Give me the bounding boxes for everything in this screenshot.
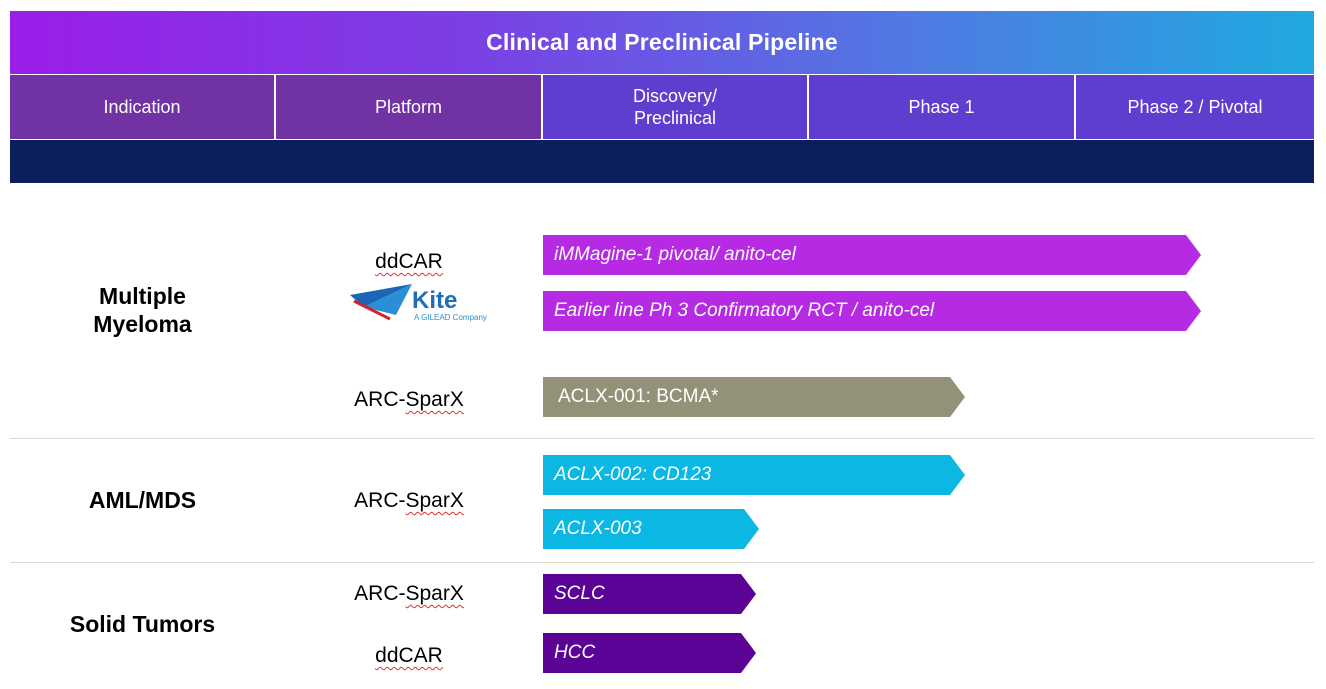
program-label: iMMagine-1 pivotal/ anito-cel xyxy=(554,244,796,265)
platform-ddcar: ddCAR xyxy=(375,250,443,273)
kite-tagline-text: A GILEAD Company xyxy=(414,313,487,322)
column-header-phase2: Phase 2 / Pivotal xyxy=(1076,75,1314,139)
program-bar: ACLX-001: BCMA* xyxy=(543,377,965,417)
platform-arc-sparx: ARC-SparX xyxy=(354,489,464,512)
kite-mark-tail xyxy=(353,299,391,321)
program-label: HCC xyxy=(554,642,596,663)
program-label: ACLX-002: CD123 xyxy=(554,464,712,485)
program-bar: SCLC xyxy=(543,574,756,614)
indication-aml-mds: AML/MDS xyxy=(88,487,197,513)
program-label: SCLC xyxy=(554,583,605,604)
column-header-platform: Platform xyxy=(276,75,543,139)
platform-ddcar: ddCAR xyxy=(375,644,443,667)
program-label: ACLX-001: BCMA* xyxy=(558,386,719,407)
program-label: ACLX-003 xyxy=(554,518,642,539)
pipeline-title: Clinical and Preclinical Pipeline xyxy=(10,11,1314,74)
column-header-phase1: Phase 1 xyxy=(809,75,1076,139)
program-label: Earlier line Ph 3 Confirmatory RCT / ani… xyxy=(554,300,935,321)
platform-arc-sparx: ARC-SparX xyxy=(354,582,464,605)
program-bar: ACLX-003 xyxy=(543,509,759,549)
program-bar: ACLX-002: CD123 xyxy=(543,455,965,495)
kite-logo: Kite A GILEAD Company xyxy=(350,284,487,322)
program-bar: iMMagine-1 pivotal/ anito-cel xyxy=(543,235,1201,275)
program-bar: HCC xyxy=(543,633,756,673)
platform-label: SparX xyxy=(405,582,464,605)
platform-label: SparX xyxy=(405,489,464,512)
column-header-row: Indication Platform Discovery/ Preclinic… xyxy=(10,75,1314,139)
section-divider xyxy=(10,438,1314,439)
column-header-indication: Indication xyxy=(10,75,276,139)
kite-mark-upper xyxy=(350,284,412,307)
header-band xyxy=(10,140,1314,183)
indication-solid-tumors: Solid Tumors xyxy=(69,611,216,637)
kite-mark-lower xyxy=(364,284,412,315)
section-divider xyxy=(10,562,1314,563)
column-header-discovery: Discovery/ Preclinical xyxy=(543,75,809,139)
indication-multiple-myeloma: Multiple Myeloma xyxy=(93,283,192,337)
kite-brand-text: Kite xyxy=(412,287,457,314)
platform-label: SparX xyxy=(405,388,464,411)
platform-arc-sparx: ARC-SparX xyxy=(354,388,464,411)
program-bar: Earlier line Ph 3 Confirmatory RCT / ani… xyxy=(543,291,1201,331)
